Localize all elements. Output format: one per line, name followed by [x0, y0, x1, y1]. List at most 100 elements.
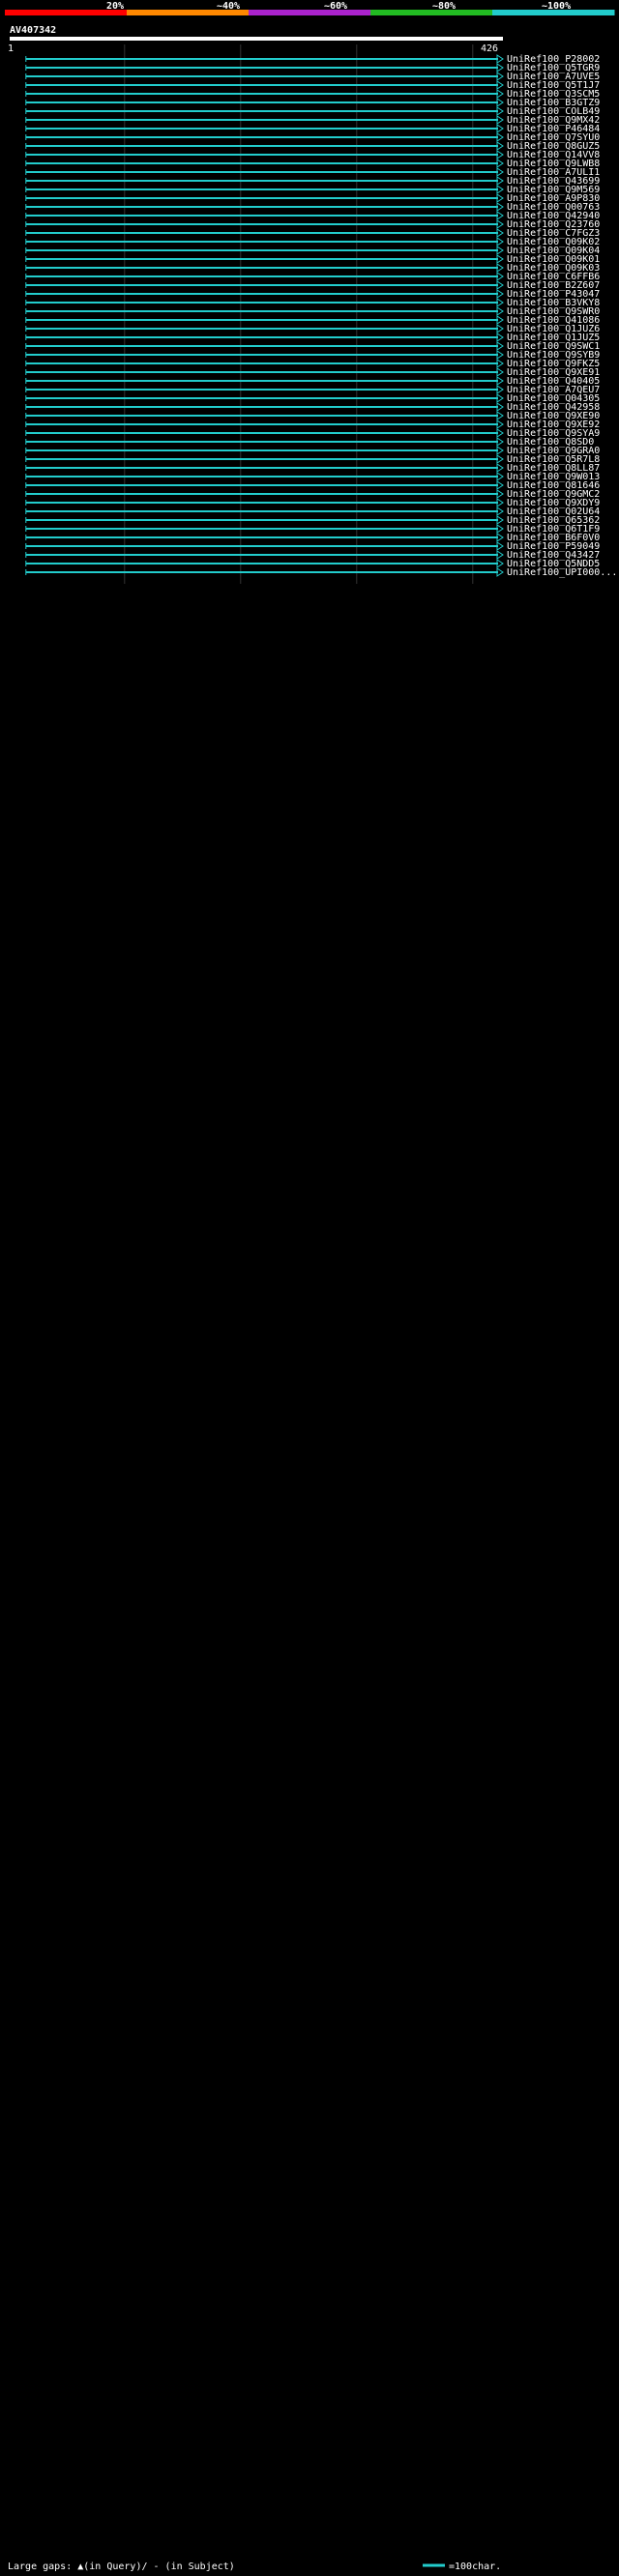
hit-label[interactable]: UniRef100_Q9XE92: [507, 420, 600, 430]
hit-row[interactable]: UniRef100_Q5TGR9: [25, 63, 601, 73]
hit-label[interactable]: UniRef100_P59049: [507, 541, 600, 552]
hit-row[interactable]: UniRef100_Q40405: [25, 376, 601, 387]
hit-row[interactable]: UniRef100_Q1JUZ5: [25, 333, 601, 343]
hit-label[interactable]: UniRef100_C6FFB6: [507, 272, 600, 282]
hit-row[interactable]: UniRef100_Q00763: [25, 202, 601, 213]
hit-row[interactable]: UniRef100_Q42940: [25, 211, 601, 221]
hit-row[interactable]: UniRef100_UPI000...: [25, 567, 618, 578]
hit-row[interactable]: UniRef100_Q6T1F9: [25, 524, 601, 535]
hit-label[interactable]: UniRef100_Q9SYB9: [507, 350, 600, 361]
hit-label[interactable]: UniRef100_A7UVE5: [507, 72, 600, 82]
hit-row[interactable]: UniRef100_C7FGZ3: [25, 228, 601, 239]
hit-label[interactable]: UniRef100_Q5T1J7: [507, 80, 600, 91]
hit-row[interactable]: UniRef100_B6F0V0: [25, 533, 601, 543]
hit-label[interactable]: UniRef100_Q23760: [507, 219, 600, 230]
hit-row[interactable]: UniRef100_Q3SCM5: [25, 89, 601, 100]
hit-row[interactable]: UniRef100_A9P830: [25, 193, 601, 204]
hit-row[interactable]: UniRef100_Q9M569: [25, 185, 601, 195]
hit-label[interactable]: UniRef100_Q9W013: [507, 472, 600, 482]
hit-label[interactable]: UniRef100_Q9FKZ5: [507, 359, 600, 369]
hit-label[interactable]: UniRef100_Q8LL87: [507, 463, 600, 474]
hit-label[interactable]: UniRef100_Q41086: [507, 315, 600, 326]
hit-label[interactable]: UniRef100_Q3SCM5: [507, 89, 600, 100]
hit-label[interactable]: UniRef100_Q1JUZ6: [507, 324, 600, 334]
hit-label[interactable]: UniRef100_Q00763: [507, 202, 600, 213]
hit-row[interactable]: UniRef100_Q8SD0: [25, 437, 595, 448]
hit-label[interactable]: UniRef100_Q9SWC1: [507, 341, 600, 352]
hit-row[interactable]: UniRef100_Q9SWR0: [25, 306, 601, 317]
hit-row[interactable]: UniRef100_Q1JUZ6: [25, 324, 601, 334]
hit-row[interactable]: UniRef100_P59049: [25, 541, 601, 552]
hit-row[interactable]: UniRef100_Q8GUZ5: [25, 141, 601, 152]
hit-label[interactable]: UniRef100_P28002: [507, 54, 600, 65]
hit-row[interactable]: UniRef100_P28002: [25, 54, 601, 65]
hit-label[interactable]: UniRef100_Q8GUZ5: [507, 141, 600, 152]
hit-label[interactable]: UniRef100_Q42958: [507, 402, 600, 413]
hit-row[interactable]: UniRef100_Q9XE90: [25, 411, 601, 421]
hit-row[interactable]: UniRef100_C6FFB6: [25, 272, 601, 282]
hit-label[interactable]: UniRef100_COLB49: [507, 106, 600, 117]
hit-row[interactable]: UniRef100_Q7SYU0: [25, 132, 601, 143]
hit-row[interactable]: UniRef100_P43047: [25, 289, 601, 300]
hit-row[interactable]: UniRef100_Q81646: [25, 480, 601, 491]
hit-label[interactable]: UniRef100_Q9SWR0: [507, 306, 600, 317]
hit-label[interactable]: UniRef100_C7FGZ3: [507, 228, 600, 239]
hit-row[interactable]: UniRef100_Q9XE92: [25, 420, 601, 430]
hit-label[interactable]: UniRef100_Q42940: [507, 211, 600, 221]
hit-row[interactable]: UniRef100_B3VKY8: [25, 298, 601, 308]
hit-label[interactable]: UniRef100_Q9XE90: [507, 411, 600, 421]
hit-row[interactable]: UniRef100_Q9SWC1: [25, 341, 601, 352]
hit-row[interactable]: UniRef100_Q9GMC2: [25, 489, 601, 500]
hit-row[interactable]: UniRef100_Q5T1J7: [25, 80, 601, 91]
hit-label[interactable]: UniRef100_P46484: [507, 124, 600, 134]
hit-label[interactable]: UniRef100_Q9XDY9: [507, 498, 600, 508]
hit-row[interactable]: UniRef100_Q14VV8: [25, 150, 601, 160]
hit-label[interactable]: UniRef100_A9P830: [507, 193, 600, 204]
hit-row[interactable]: UniRef100_Q8LL87: [25, 463, 601, 474]
hit-label[interactable]: UniRef100_Q43427: [507, 550, 600, 561]
hit-row[interactable]: UniRef100_Q9LWB8: [25, 159, 601, 169]
hit-row[interactable]: UniRef100_Q9FKZ5: [25, 359, 601, 369]
hit-label[interactable]: UniRef100_Q1JUZ5: [507, 333, 600, 343]
hit-row[interactable]: UniRef100_Q41086: [25, 315, 601, 326]
hit-row[interactable]: UniRef100_Q23760: [25, 219, 601, 230]
hit-label[interactable]: UniRef100_Q09K03: [507, 263, 600, 274]
hit-label[interactable]: UniRef100_Q8SD0: [507, 437, 594, 448]
hit-row[interactable]: UniRef100_Q9XDY9: [25, 498, 601, 508]
hit-label[interactable]: UniRef100_Q9GMC2: [507, 489, 600, 500]
hit-label[interactable]: UniRef100_UPI000...: [507, 567, 617, 578]
hit-label[interactable]: UniRef100_P43047: [507, 289, 600, 300]
hit-row[interactable]: UniRef100_Q9MX42: [25, 115, 601, 126]
hit-row[interactable]: UniRef100_Q9XE91: [25, 367, 601, 378]
hit-row[interactable]: UniRef100_Q04305: [25, 393, 601, 404]
hit-label[interactable]: UniRef100_B2Z607: [507, 280, 600, 291]
hit-row[interactable]: UniRef100_Q9W013: [25, 472, 601, 482]
hit-label[interactable]: UniRef100_Q5NDD5: [507, 559, 600, 569]
hit-label[interactable]: UniRef100_Q6T1F9: [507, 524, 600, 535]
hit-label[interactable]: UniRef100_Q09K04: [507, 246, 600, 256]
hit-label[interactable]: UniRef100_Q9MX42: [507, 115, 600, 126]
hit-row[interactable]: UniRef100_A7QEU7: [25, 385, 601, 395]
hit-row[interactable]: UniRef100_P46484: [25, 124, 601, 134]
hit-label[interactable]: UniRef100_Q14VV8: [507, 150, 600, 160]
hit-label[interactable]: UniRef100_Q81646: [507, 480, 600, 491]
hit-row[interactable]: UniRef100_Q9SYA9: [25, 428, 601, 439]
hit-label[interactable]: UniRef100_Q9XE91: [507, 367, 600, 378]
hit-label[interactable]: UniRef100_Q04305: [507, 393, 600, 404]
hit-row[interactable]: UniRef100_Q65362: [25, 515, 601, 526]
hit-row[interactable]: UniRef100_Q9SYB9: [25, 350, 601, 361]
hit-row[interactable]: UniRef100_COLB49: [25, 106, 601, 117]
hit-label[interactable]: UniRef100_Q09K02: [507, 237, 600, 247]
hit-row[interactable]: UniRef100_Q43699: [25, 176, 601, 187]
hit-label[interactable]: UniRef100_Q02U64: [507, 507, 600, 517]
hit-label[interactable]: UniRef100_Q09K01: [507, 254, 600, 265]
hit-row[interactable]: UniRef100_A7ULI1: [25, 167, 601, 178]
hit-row[interactable]: UniRef100_Q43427: [25, 550, 601, 561]
hit-label[interactable]: UniRef100_Q5TGR9: [507, 63, 600, 73]
hit-label[interactable]: UniRef100_A7QEU7: [507, 385, 600, 395]
hit-label[interactable]: UniRef100_Q40405: [507, 376, 600, 387]
hit-label[interactable]: UniRef100_Q9GRA0: [507, 446, 600, 456]
hit-label[interactable]: UniRef100_Q7SYU0: [507, 132, 600, 143]
hit-row[interactable]: UniRef100_B2Z607: [25, 280, 601, 291]
hit-label[interactable]: UniRef100_B3GTZ9: [507, 98, 600, 108]
